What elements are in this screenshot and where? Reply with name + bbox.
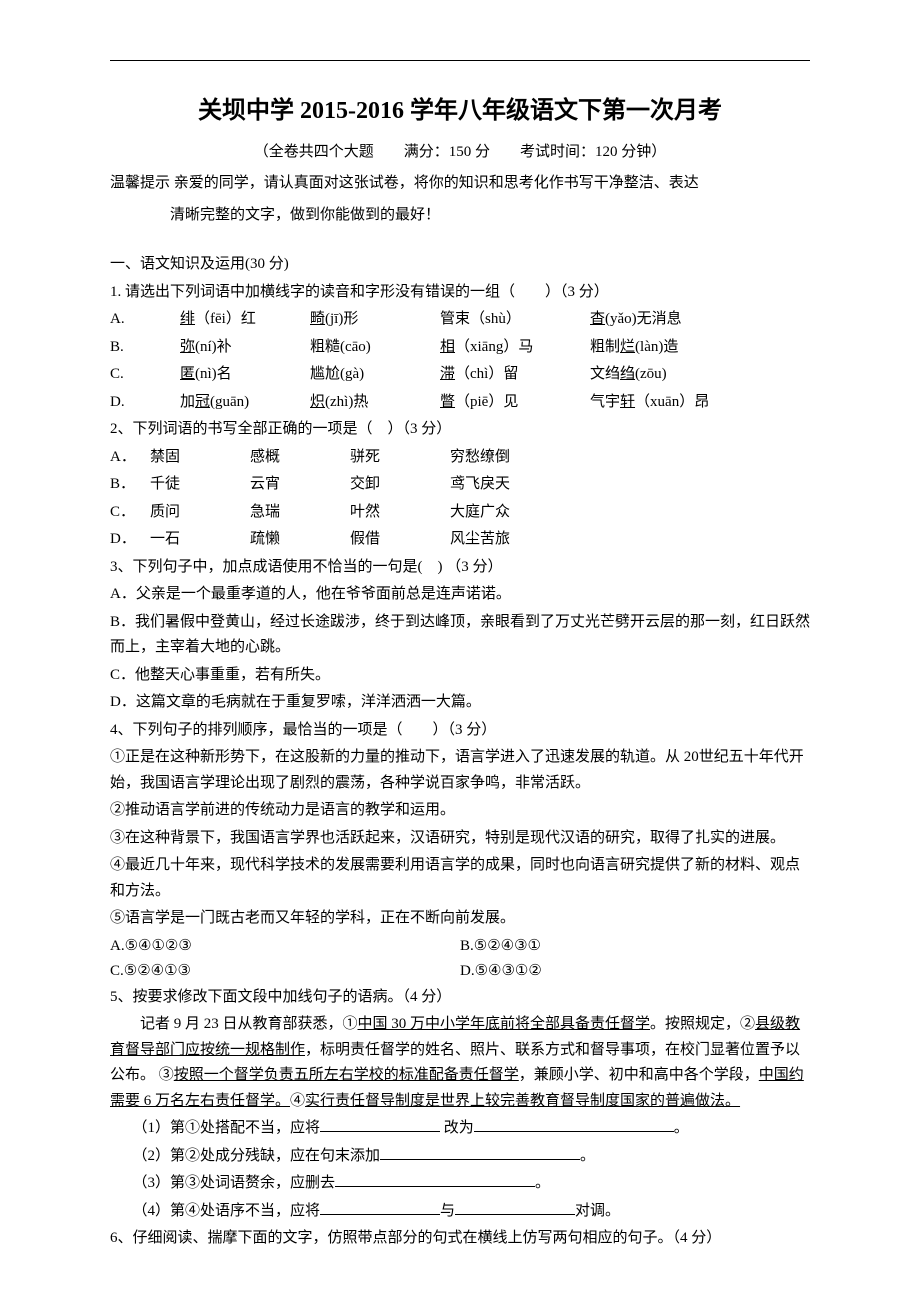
section1-title: 一、语文知识及运用(30 分) (110, 252, 810, 278)
q2-stem: 2、下列词语的书写全部正确的一项是（ ）（3 分） (110, 417, 810, 443)
q5-sub2: （2）第②处成分残缺，应在句末添加。 (110, 1144, 810, 1170)
blank (320, 1117, 440, 1132)
q2-optD: D．一石疏懒假借风尘苦旅 (110, 527, 810, 553)
q4-optC: C.⑤②④①③ (110, 959, 460, 985)
q1-stem: 1. 请选出下列词语中加横线字的读音和字形没有错误的一组（ ）（3 分） (110, 280, 810, 306)
blank (335, 1172, 535, 1187)
q4-opts-row2: C.⑤②④①③ D.⑤④③①② (110, 959, 810, 985)
blank (474, 1117, 674, 1132)
blank (320, 1200, 440, 1215)
q4-optB: B.⑤②④③① (460, 934, 810, 960)
q2-optA: A．禁固感概骈死穷愁缭倒 (110, 445, 810, 471)
q2-optC: C．质问急瑞叶然大庭广众 (110, 500, 810, 526)
opt-label: C. (110, 362, 180, 388)
q5-sub1: （1）第①处搭配不当，应将 改为。 (110, 1116, 810, 1142)
q4-p3: ③在这种背景下，我国语言学界也活跃起来，汉语研究，特别是现代汉语的研究，取得了扎… (110, 826, 810, 852)
q3-optB: B．我们暑假中登黄山，经过长途跋涉，终于到达峰顶，亲眼看到了万丈光芒劈开云层的那… (110, 610, 810, 661)
q3-stem: 3、下列句子中，加点成语使用不恰当的一句是( ) （3 分） (110, 555, 810, 581)
page-title: 关坝中学 2015-2016 学年八年级语文下第一次月考 (110, 91, 810, 132)
q1-optC: C.匿(nì)名尴尬(gà)滞（chì）留文绉绉(zōu) (110, 362, 810, 388)
q4-stem: 4、下列句子的排列顺序，最恰当的一项是（ ）（3 分） (110, 718, 810, 744)
opt-label: B. (110, 335, 180, 361)
q1-optD: D.加冠(guān)炽(zhì)热瞥（piē）见气宇轩（xuān）昂 (110, 390, 810, 416)
top-divider (110, 60, 810, 61)
q1-optB: B.弥(ní)补粗糙(cāo)相（xiāng）马粗制烂(làn)造 (110, 335, 810, 361)
q4-p1: ①正是在这种新形势下，在这股新的力量的推动下，语言学进入了迅速发展的轨道。从 2… (110, 745, 810, 796)
q5-sub4: （4）第④处语序不当，应将与对调。 (110, 1199, 810, 1225)
subtitle: （全卷共四个大题 满分：150 分 考试时间：120 分钟） (110, 140, 810, 166)
blank (380, 1145, 580, 1160)
q6-stem: 6、仔细阅读、揣摩下面的文字，仿照带点部分的句式在横线上仿写两句相应的句子。（4… (110, 1226, 810, 1252)
q3-optD: D．这篇文章的毛病就在于重复罗嗦，洋洋洒洒一大篇。 (110, 690, 810, 716)
q2-optB: B．千徒云宵交卸鸢飞戾天 (110, 472, 810, 498)
q4-p2: ②推动语言学前进的传统动力是语言的教学和运用。 (110, 798, 810, 824)
q4-optD: D.⑤④③①② (460, 959, 810, 985)
tip-line2: 清晰完整的文字，做到你能做到的最好！ (110, 203, 810, 229)
q4-p5: ⑤语言学是一门既古老而又年轻的学科，正在不断向前发展。 (110, 906, 810, 932)
q5-stem: 5、按要求修改下面文段中加线句子的语病。（4 分） (110, 985, 810, 1011)
q4-optA: A.⑤④①②③ (110, 934, 460, 960)
tip-line1: 温馨提示 亲爱的同学，请认真面对这张试卷，将你的知识和思考化作书写干净整洁、表达 (110, 171, 810, 197)
q5-passage: 记者 9 月 23 日从教育部获悉，①中国 30 万中小学年底前将全部具备责任督… (110, 1012, 810, 1114)
opt-label: A. (110, 307, 180, 333)
q1-optA: A.绯（fēi）红畸(jī)形管束（shù）杳(yǎo)无消息 (110, 307, 810, 333)
q3-optC: C．他整天心事重重，若有所失。 (110, 663, 810, 689)
opt-label: D. (110, 390, 180, 416)
q4-opts-row1: A.⑤④①②③ B.⑤②④③① (110, 934, 810, 960)
q3-optA: A．父亲是一个最重孝道的人，他在爷爷面前总是连声诺诺。 (110, 582, 810, 608)
q5-sub3: （3）第③处词语赘余，应删去。 (110, 1171, 810, 1197)
q4-p4: ④最近几十年来，现代科学技术的发展需要利用语言学的成果，同时也向语言研究提供了新… (110, 853, 810, 904)
blank (455, 1200, 575, 1215)
